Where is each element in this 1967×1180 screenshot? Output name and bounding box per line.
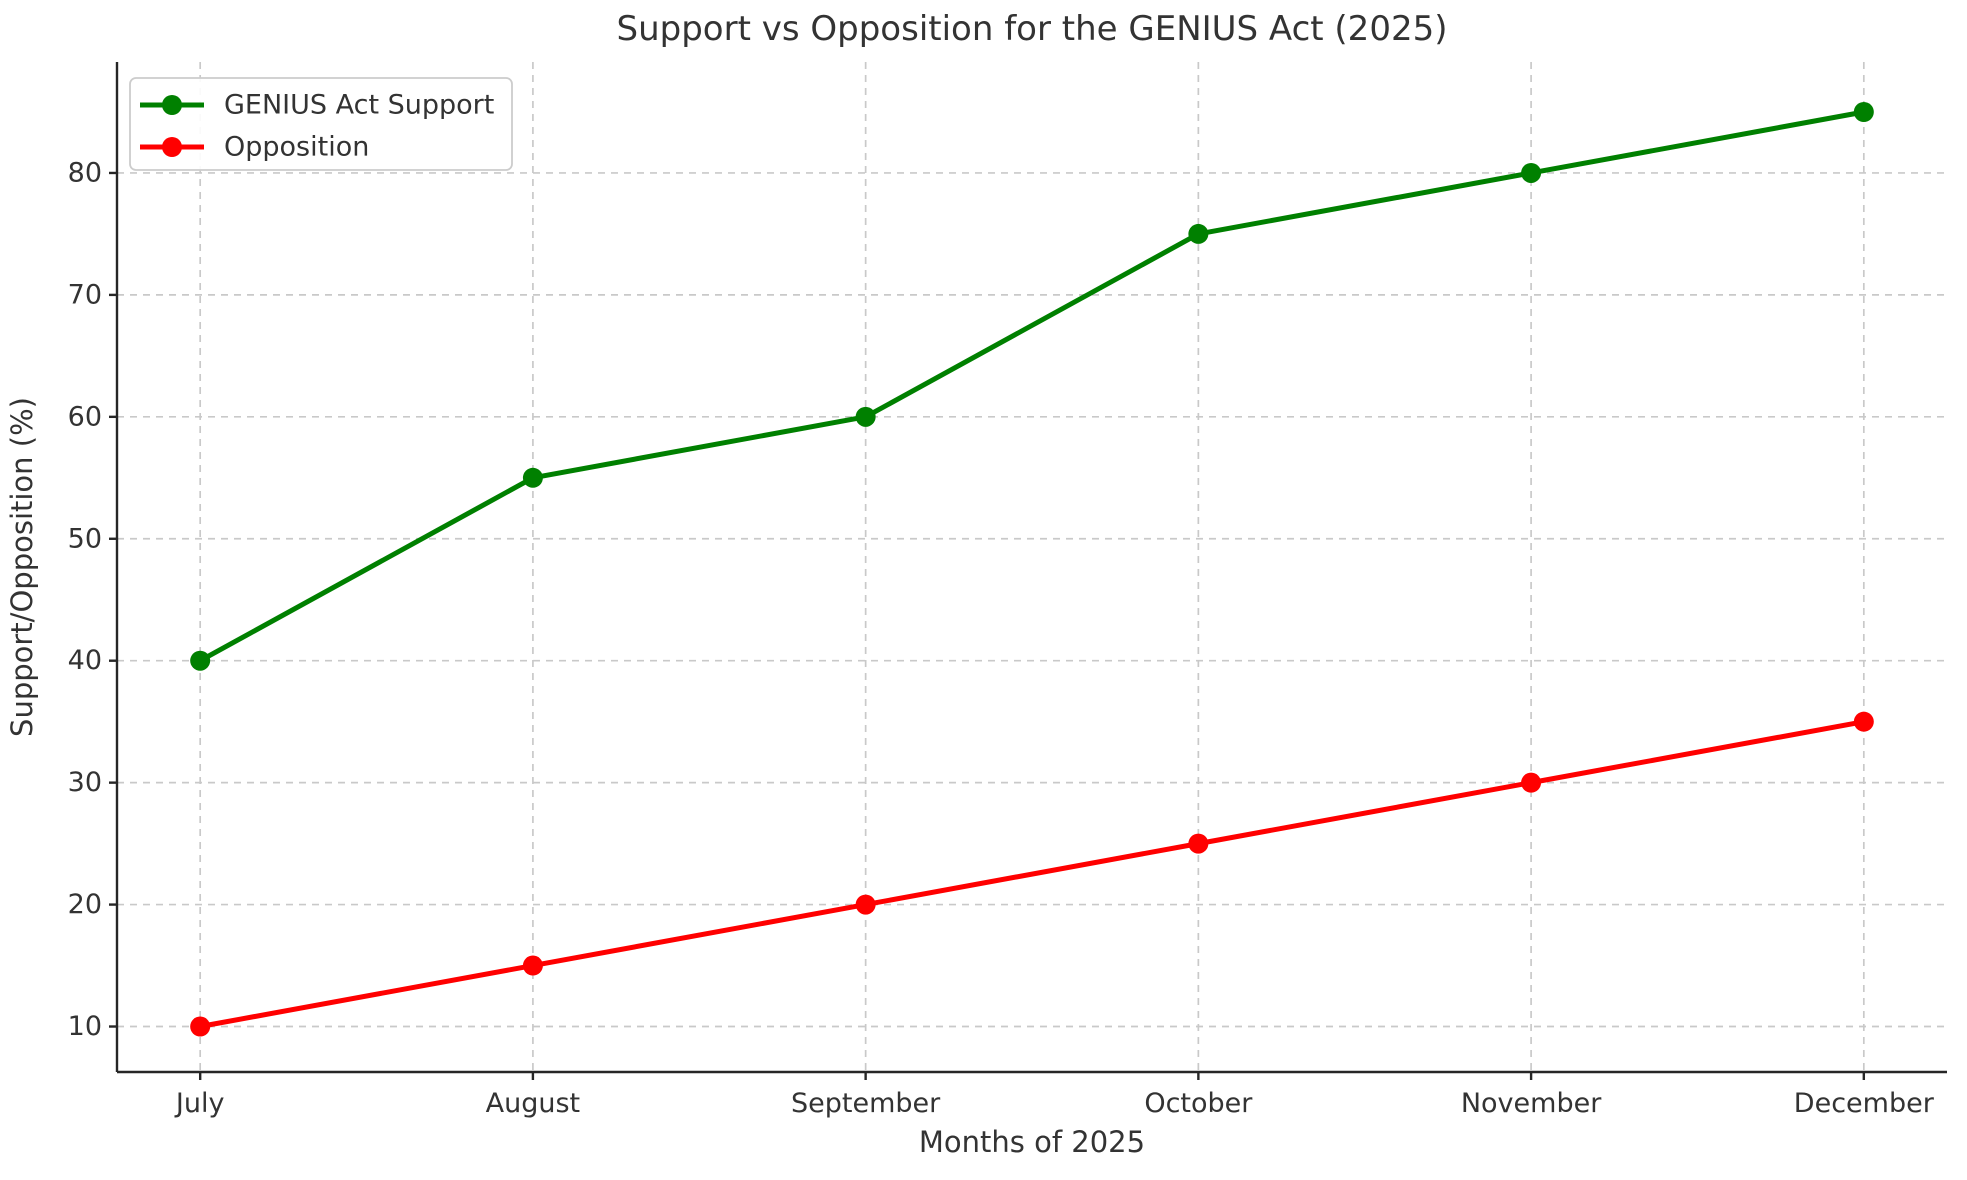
series-support	[190, 101, 1874, 671]
x-tick-label: December	[1794, 1088, 1935, 1119]
x-tick-label: July	[174, 1088, 225, 1119]
y-tick-label: 10	[68, 1011, 102, 1042]
legend: GENIUS Act Support Opposition	[129, 77, 513, 171]
legend-sample-marker-support	[162, 95, 182, 115]
series-line	[198, 109, 1865, 663]
y-tick-label: 70	[68, 279, 102, 310]
legend-entry-support: GENIUS Act Support	[140, 90, 494, 121]
y-tick-label: 60	[68, 401, 102, 432]
series-opposition	[190, 711, 1874, 1037]
legend-label-opposition: Opposition	[224, 132, 369, 163]
data-point-marker	[1853, 101, 1874, 122]
data-point-marker	[190, 650, 211, 671]
data-point-marker	[1521, 772, 1542, 793]
x-tick-label: August	[486, 1088, 581, 1119]
x-tick-label: November	[1461, 1088, 1602, 1119]
legend-sample-marker-opposition	[162, 137, 182, 157]
data-point-marker	[1188, 833, 1209, 854]
y-tick-label: 30	[68, 767, 102, 798]
x-axis-label: Months of 2025	[919, 1125, 1145, 1159]
x-tick-label: October	[1144, 1088, 1253, 1119]
data-point-marker	[1853, 711, 1874, 732]
data-point-marker	[522, 955, 543, 976]
data-point-marker	[190, 1016, 211, 1037]
data-point-marker	[1188, 223, 1209, 244]
legend-entry-opposition: Opposition	[140, 132, 369, 163]
data-point-marker	[1521, 162, 1542, 183]
axes: 10 20 30 40 50 60 70 80 July August September Octob…	[68, 62, 1947, 1119]
series-line	[199, 719, 1865, 1029]
legend-box	[129, 77, 513, 171]
data-point-marker	[855, 406, 876, 427]
data-point-marker	[522, 467, 543, 488]
y-tick-label: 20	[68, 889, 102, 920]
y-tick-label: 40	[68, 645, 102, 676]
legend-label-support: GENIUS Act Support	[224, 90, 494, 121]
data-point-marker	[855, 894, 876, 915]
y-tick-label: 50	[68, 523, 102, 554]
x-tick-label: September	[791, 1088, 941, 1119]
y-axis-label: Support/Opposition (%)	[5, 397, 39, 737]
y-tick-label: 80	[68, 157, 102, 188]
gridlines	[117, 62, 1947, 1072]
chart-title: Support vs Opposition for the GENIUS Act…	[617, 9, 1448, 49]
data-series	[190, 101, 1874, 1037]
